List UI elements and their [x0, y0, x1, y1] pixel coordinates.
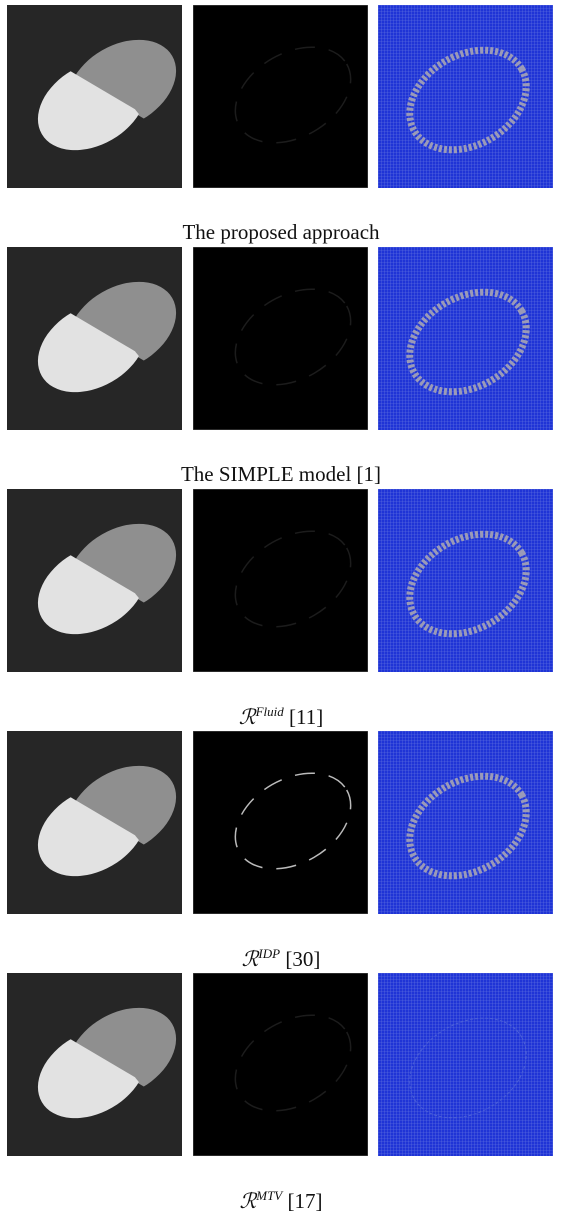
figure: The proposed approach The SIMPLE model [1…	[0, 0, 562, 1224]
grid-image	[378, 247, 553, 430]
caption-symbol: ℛ	[242, 947, 259, 971]
background	[193, 5, 368, 188]
caption-citation: [17]	[288, 1189, 323, 1213]
background	[193, 973, 368, 1156]
grid-image	[378, 5, 553, 188]
caption: ℛFluid [11]	[0, 704, 562, 730]
grid-image	[378, 489, 553, 672]
difference-image	[193, 247, 368, 430]
figure-row: ℛMTV [17]	[0, 973, 562, 1213]
input-image	[7, 973, 182, 1156]
caption: The proposed approach	[0, 220, 562, 245]
grid-image	[378, 731, 553, 914]
caption: The SIMPLE model [1]	[0, 462, 562, 487]
caption-symbol: ℛ	[239, 1189, 256, 1213]
background	[193, 247, 368, 430]
caption-symbol: ℛ	[239, 705, 256, 729]
background	[193, 731, 368, 914]
difference-image	[193, 489, 368, 672]
background	[193, 489, 368, 672]
caption-superscript: IDP	[258, 946, 280, 961]
caption-superscript: Fluid	[256, 704, 284, 719]
difference-image	[193, 973, 368, 1156]
input-image	[7, 5, 182, 188]
figure-row: ℛIDP [30]	[0, 731, 562, 971]
caption-citation: [30]	[285, 947, 320, 971]
background	[378, 973, 553, 1156]
caption: ℛMTV [17]	[0, 1188, 562, 1214]
caption-citation: [11]	[289, 705, 323, 729]
input-image	[7, 489, 182, 672]
caption-superscript: MTV	[256, 1188, 282, 1203]
difference-image	[193, 5, 368, 188]
grid-image	[378, 973, 553, 1156]
difference-image	[193, 731, 368, 914]
input-image	[7, 247, 182, 430]
figure-row: The SIMPLE model [1]	[0, 247, 562, 487]
figure-row: ℛFluid [11]	[0, 489, 562, 729]
caption: ℛIDP [30]	[0, 946, 562, 972]
input-image	[7, 731, 182, 914]
figure-row: The proposed approach	[0, 5, 562, 245]
